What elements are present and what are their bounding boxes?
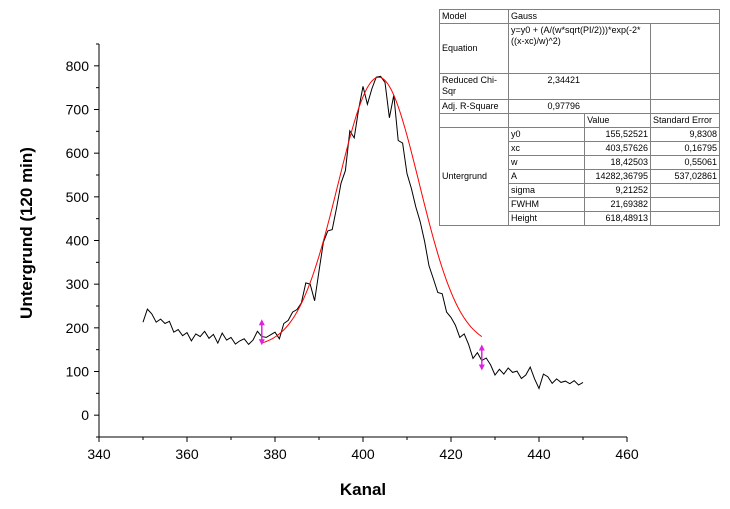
x-tick-label: 420 — [439, 446, 463, 462]
model-label: Model — [439, 9, 509, 24]
y-tick-label: 600 — [66, 145, 90, 161]
gauss-fit-curve — [261, 76, 483, 344]
param-value: 14282,36795 — [584, 169, 651, 184]
x-axis-title: Kanal — [340, 480, 386, 499]
y-axis-title: Untergrund (120 min) — [17, 147, 36, 319]
value-column-header: Value — [584, 113, 651, 128]
y-tick-label: 300 — [66, 276, 90, 292]
param-row: FWHM 21,69382 — [440, 197, 720, 212]
param-error: 9,8308 — [650, 127, 720, 142]
param-row: Untergrund y0 155,52521 9,8308 — [439, 127, 720, 226]
x-tick-label: 380 — [263, 446, 287, 462]
param-row: sigma 9,21252 — [440, 183, 720, 198]
error-column-header: Standard Error — [650, 113, 720, 128]
left-range-marker — [258, 319, 265, 346]
param-name: y0 — [507, 127, 586, 142]
param-name: FWHM — [507, 197, 586, 212]
param-error — [650, 197, 720, 212]
param-value: 21,69382 — [584, 197, 651, 212]
equation-value: y=y0 + (A/(w*sqrt(PI/2)))*exp(-2*((x-xc)… — [508, 23, 651, 74]
param-value: 18,42503 — [584, 155, 651, 170]
x-tick-label: 360 — [175, 446, 199, 462]
range-markers — [258, 319, 485, 371]
x-tick-label: 460 — [615, 446, 639, 462]
y-axis-ticks: 0 100 200 300 400 500 600 700 800 — [66, 43, 99, 438]
param-error — [650, 211, 720, 226]
param-value: 155,52521 — [584, 127, 651, 142]
marker-arrow-up — [478, 344, 485, 351]
y-tick-label: 200 — [66, 320, 90, 336]
x-tick-label: 440 — [527, 446, 551, 462]
model-value: Gauss — [508, 9, 720, 24]
y-tick-label: 700 — [66, 102, 90, 118]
param-error: 0,55061 — [650, 155, 720, 170]
x-tick-label: 340 — [87, 446, 111, 462]
param-name: xc — [507, 141, 586, 156]
right-range-marker — [478, 344, 485, 371]
r2-value: 0,97796 — [508, 99, 651, 114]
param-value: 618,48913 — [584, 211, 651, 226]
x-axis-ticks: 340 360 380 400 420 440 460 — [87, 437, 639, 462]
param-name: sigma — [507, 183, 586, 198]
y-tick-label: 100 — [66, 364, 90, 380]
param-value: 9,21252 — [584, 183, 651, 198]
r2-empty — [650, 99, 720, 114]
data-line — [142, 75, 584, 390]
header-empty-2 — [507, 113, 586, 128]
param-row: Height 618,48913 — [440, 211, 720, 226]
header-empty — [439, 113, 509, 128]
chi-empty — [650, 73, 720, 100]
y-tick-label: 400 — [66, 233, 90, 249]
param-name: Height — [507, 211, 586, 226]
y-tick-label: 500 — [66, 189, 90, 205]
r2-label: Adj. R-Square — [439, 99, 509, 114]
series — [142, 75, 584, 390]
param-name: A — [507, 169, 586, 184]
chi-label: Reduced Chi-Sqr — [439, 73, 509, 100]
param-row: w 18,42503 0,55061 — [440, 155, 720, 170]
fit-results-table: Model Gauss Equation y=y0 + (A/(w*sqrt(P… — [439, 9, 720, 226]
marker-arrow-up — [258, 319, 265, 326]
group-label: Untergrund — [439, 127, 509, 226]
marker-arrow-down — [478, 364, 485, 371]
param-error: 537,02861 — [650, 169, 720, 184]
y-tick-label: 0 — [81, 407, 89, 423]
chi-value: 2,34421 — [508, 73, 651, 100]
param-error — [650, 183, 720, 198]
equation-label: Equation — [439, 23, 509, 74]
param-value: 403,57626 — [584, 141, 651, 156]
param-name: w — [507, 155, 586, 170]
y-tick-label: 800 — [66, 58, 90, 74]
marker-arrow-down — [258, 339, 265, 346]
equation-empty — [650, 23, 720, 74]
param-row: xc 403,57626 0,16795 — [440, 141, 720, 156]
param-error: 0,16795 — [650, 141, 720, 156]
x-tick-label: 400 — [351, 446, 375, 462]
